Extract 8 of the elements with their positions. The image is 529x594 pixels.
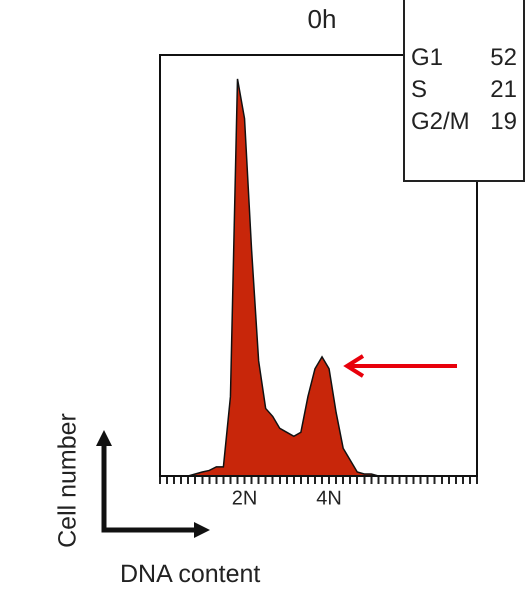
stats-table: G1 52 S 21 G2/M 19 [403, 0, 525, 182]
x-tick-label: 2N [232, 488, 258, 510]
x-tick-label: 4N [316, 488, 342, 510]
y-axis-title: Cell number [54, 412, 82, 550]
annotation: S [411, 76, 428, 104]
x-axis-title: DNA content [120, 560, 260, 589]
annotation: G2/M [411, 108, 471, 136]
chart-title: 0h [306, 4, 338, 35]
